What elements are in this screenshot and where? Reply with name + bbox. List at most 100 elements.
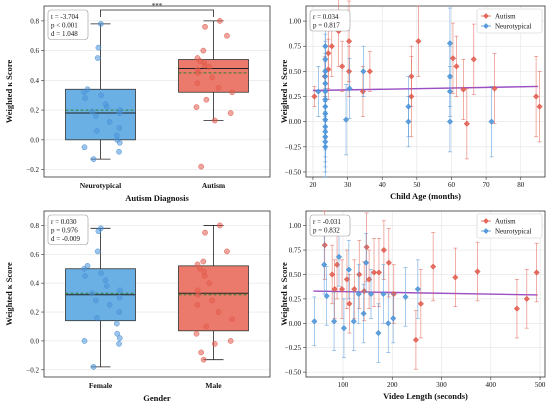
data-point bbox=[331, 318, 338, 325]
data-point bbox=[200, 356, 207, 363]
y-tick-label: −0.2 bbox=[26, 366, 39, 374]
data-point bbox=[323, 292, 330, 299]
data-point bbox=[89, 108, 96, 115]
stats-line: p = 0.832 bbox=[313, 227, 340, 235]
data-point bbox=[311, 93, 318, 100]
x-axis-label: Autism Diagnosis bbox=[125, 193, 189, 203]
scatter-chart-video-length: −0.50 −0.25 0.00 0.25 0.50 0.75 1.00 100 200 300 4… bbox=[275, 205, 550, 409]
chart-svg: −0.2 0.0 0.2 0.4 0.6 0.8 Gender Weighted κ Scor… bbox=[4, 210, 271, 403]
data-point bbox=[106, 119, 113, 125]
data-point bbox=[408, 73, 415, 80]
data-point bbox=[116, 294, 123, 301]
data-point bbox=[93, 297, 99, 304]
data-point bbox=[197, 265, 203, 272]
data-point bbox=[380, 290, 387, 298]
data-point bbox=[200, 258, 207, 265]
y-tick-label: 0.50 bbox=[289, 271, 302, 279]
data-point bbox=[227, 110, 234, 116]
stats-line: r = -0.031 bbox=[313, 218, 341, 226]
y-tick-label: 0.75 bbox=[289, 43, 302, 51]
data-point bbox=[201, 273, 208, 279]
data-point bbox=[474, 268, 481, 275]
data-point bbox=[350, 318, 357, 325]
y-tick-label: 0.6 bbox=[30, 251, 39, 259]
data-point bbox=[463, 120, 470, 127]
blue-diamond-icon bbox=[483, 228, 489, 234]
data-point bbox=[116, 335, 123, 341]
data-point bbox=[345, 266, 352, 273]
data-point bbox=[446, 40, 454, 47]
data-point bbox=[194, 261, 201, 268]
data-point bbox=[363, 244, 370, 251]
stats-line: t = -3.704 bbox=[51, 13, 79, 21]
data-point bbox=[335, 253, 343, 260]
box-chart-autism-diagnosis: −0.2 0.0 0.2 0.4 0.6 0.8 Autism Diagnosis Weigh… bbox=[0, 0, 275, 205]
data-point bbox=[523, 295, 530, 302]
data-point bbox=[229, 89, 236, 96]
data-point bbox=[470, 56, 477, 63]
data-point bbox=[98, 270, 104, 276]
x-tick-label: 300 bbox=[436, 381, 447, 389]
data-point bbox=[117, 287, 123, 294]
data-point bbox=[193, 104, 200, 110]
data-point bbox=[339, 63, 346, 70]
data-point bbox=[94, 55, 101, 61]
data-point bbox=[198, 163, 205, 170]
data-point bbox=[106, 301, 113, 308]
y-tick-label: 0.0 bbox=[30, 337, 39, 345]
x-axis-label: Child Age (months) bbox=[390, 191, 461, 201]
category-label: Male bbox=[205, 381, 222, 390]
data-point bbox=[329, 271, 336, 278]
x-tick-label: 50 bbox=[413, 181, 421, 189]
data-point bbox=[311, 318, 318, 325]
data-point bbox=[116, 340, 122, 347]
data-point bbox=[321, 261, 328, 268]
x-axis-label: Gender bbox=[143, 393, 171, 403]
data-point bbox=[322, 143, 329, 150]
data-point bbox=[195, 291, 201, 298]
data-point bbox=[430, 263, 437, 270]
data-point bbox=[81, 265, 88, 272]
legend-box bbox=[476, 8, 543, 34]
y-axis-label: Weighted κ Score bbox=[4, 59, 14, 123]
data-point bbox=[209, 297, 215, 304]
stats-box bbox=[47, 9, 89, 40]
data-point bbox=[203, 96, 210, 103]
legend-box bbox=[476, 213, 543, 239]
data-point bbox=[346, 68, 353, 75]
y-axis-label: Weighted κ Score bbox=[4, 262, 14, 326]
x-tick-label: 40 bbox=[379, 181, 387, 189]
plot-frame bbox=[43, 5, 271, 178]
data-point bbox=[405, 118, 412, 125]
data-point bbox=[533, 93, 540, 100]
data-point bbox=[227, 338, 234, 344]
data-point bbox=[206, 64, 213, 70]
data-point bbox=[363, 259, 370, 266]
category-label: Neurotypical bbox=[80, 181, 122, 190]
legend-label: Autism bbox=[495, 13, 516, 21]
data-point bbox=[536, 103, 543, 110]
legend-label: Autism bbox=[495, 218, 516, 226]
data-point bbox=[104, 283, 110, 289]
data-point bbox=[206, 280, 213, 287]
y-tick-label: 0.8 bbox=[30, 17, 39, 25]
data-point bbox=[116, 110, 123, 116]
data-point bbox=[217, 222, 223, 229]
x-axis-label: Video Length (seconds) bbox=[383, 391, 468, 401]
data-point bbox=[533, 269, 540, 276]
y-tick-label: 0.00 bbox=[289, 320, 302, 328]
x-tick-label: 200 bbox=[387, 381, 398, 389]
chart-svg: −0.50 −0.25 0.00 0.25 0.50 0.75 1.00 100 200 300 4… bbox=[279, 210, 546, 401]
stats-box bbox=[309, 9, 351, 32]
category-label: Female bbox=[89, 381, 113, 390]
data-point bbox=[449, 55, 457, 62]
stats-line: r = 0.030 bbox=[51, 218, 77, 226]
data-point bbox=[385, 259, 392, 266]
x-tick-label: 80 bbox=[517, 181, 525, 189]
data-point bbox=[116, 139, 123, 146]
plot-frame bbox=[305, 210, 546, 378]
regression-line bbox=[313, 290, 538, 296]
y-tick-label: 0.00 bbox=[289, 118, 302, 126]
y-tick-label: 0.4 bbox=[30, 77, 39, 85]
data-point bbox=[360, 310, 367, 317]
